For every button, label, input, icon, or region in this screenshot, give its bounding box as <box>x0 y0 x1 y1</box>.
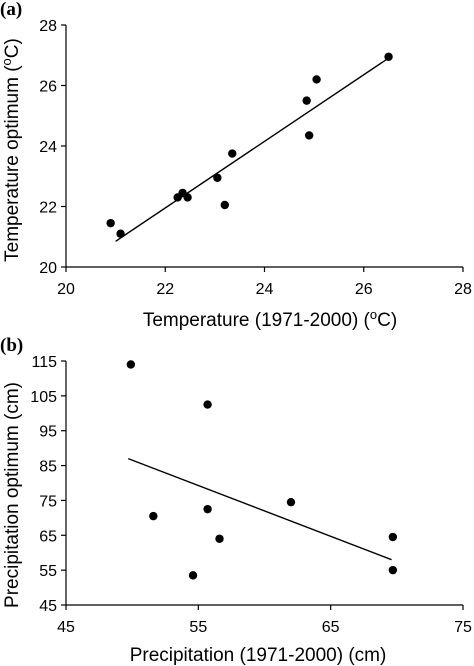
data-point <box>106 218 115 228</box>
x-tick-labels-b: 45 55 65 75 <box>57 619 472 636</box>
data-point <box>388 532 398 542</box>
data-point <box>149 511 158 521</box>
panel-label-b: (b) <box>0 335 23 356</box>
chart-panel-b: (b) 45 55 65 75 85 95 105 115 45 55 65 75 Precipit… <box>0 335 472 666</box>
x-tick-label: 45 <box>57 619 75 636</box>
y-tick-label: 22 <box>39 200 57 217</box>
x-tick-label: 65 <box>322 619 340 636</box>
y-tick-label: 85 <box>39 459 57 476</box>
y-tick-label: 75 <box>39 493 57 510</box>
x-axis-title-a: Temperature (1971-2000) (oC) <box>143 307 397 332</box>
y-tick-labels-a: 20 22 24 26 28 <box>39 18 57 277</box>
y-tick-label: 95 <box>39 424 57 441</box>
y-tick-label: 65 <box>39 528 57 545</box>
axes-a <box>61 24 464 272</box>
x-tick-label: 55 <box>189 619 207 636</box>
y-tick-label: 20 <box>39 260 57 277</box>
data-point <box>213 173 222 182</box>
data-point <box>183 193 192 202</box>
data-point <box>203 504 212 514</box>
data-point <box>116 229 125 238</box>
data-point <box>203 400 212 409</box>
chart-panel-a: (a) 20 22 24 26 28 20 22 24 26 28 Temperature (1… <box>0 0 472 331</box>
x-tick-label: 20 <box>57 281 75 298</box>
y-tick-label: 105 <box>30 389 57 406</box>
data-point <box>384 52 393 61</box>
trendline <box>115 59 387 242</box>
x-tick-label: 26 <box>355 281 373 298</box>
data-points-b <box>126 360 398 580</box>
trendline <box>127 457 392 561</box>
axes-b <box>61 360 464 610</box>
x-tick-labels-a: 20 22 24 26 28 <box>57 281 472 298</box>
y-tick-label: 24 <box>39 139 57 156</box>
data-point <box>312 75 321 84</box>
data-point <box>215 534 224 543</box>
x-tick-label: 24 <box>256 281 274 298</box>
data-point <box>388 565 398 575</box>
data-point <box>302 96 311 105</box>
data-point <box>286 497 296 507</box>
y-axis-title-a: Temperature optimum (oC) <box>0 38 23 262</box>
data-point <box>126 360 136 369</box>
data-point <box>304 131 314 140</box>
y-tick-label: 45 <box>39 598 57 615</box>
y-tick-label: 115 <box>31 354 57 371</box>
y-axis-title-b: Precipitation optimum (cm) <box>2 382 23 608</box>
x-axis-title-b: Precipitation (1971-2000) (cm) <box>130 645 387 666</box>
y-tick-labels-b: 45 55 65 75 85 95 105 115 <box>30 354 57 615</box>
y-tick-label: 26 <box>39 79 57 96</box>
trendline-a <box>115 59 387 242</box>
panel-label-a: (a) <box>0 0 22 20</box>
x-tick-label: 22 <box>156 281 174 298</box>
y-tick-label: 28 <box>39 18 57 35</box>
data-point <box>188 571 198 580</box>
y-tick-label: 55 <box>39 563 57 580</box>
data-points-a <box>106 52 393 238</box>
trendline-b <box>127 457 392 561</box>
x-tick-label: 28 <box>454 281 472 298</box>
x-tick-label: 75 <box>454 619 472 636</box>
data-point <box>228 149 237 158</box>
data-point <box>220 200 229 210</box>
